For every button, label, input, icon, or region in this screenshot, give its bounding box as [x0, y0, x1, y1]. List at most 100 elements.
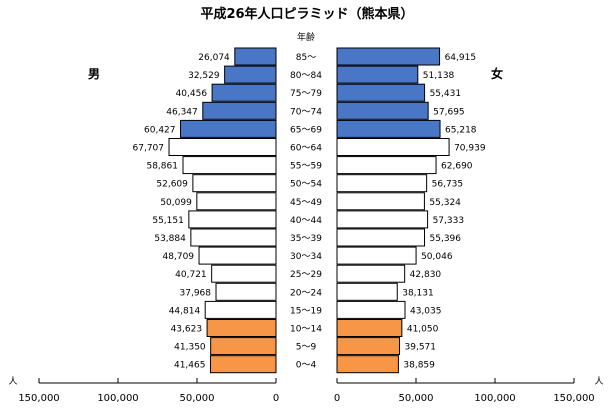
male-value-label-1: 32,529 [188, 71, 220, 81]
age-label-11: 30～34 [290, 252, 322, 262]
male-bar-7 [192, 174, 277, 193]
male-bar-11 [198, 246, 277, 265]
female-bar-15 [336, 319, 403, 337]
male-value-label-8: 50,099 [160, 198, 192, 208]
female-value-label-16: 39,571 [405, 343, 437, 353]
male-bar-16 [210, 337, 277, 356]
male-value-label-11: 48,709 [163, 252, 195, 262]
male-value-label-15: 43,623 [171, 325, 203, 335]
female-value-label-2: 55,431 [430, 89, 462, 99]
female-bar-12 [336, 264, 406, 283]
age-label-0: 85～ [296, 53, 316, 63]
male-value-label-13: 37,968 [180, 288, 212, 298]
age-label-17: 0～4 [296, 361, 317, 371]
female-value-label-13: 38,131 [402, 288, 434, 298]
male-axis-tick-label-0: 150,000 [18, 393, 59, 404]
female-bar-1 [336, 65, 419, 84]
male-value-label-2: 40,456 [176, 89, 208, 99]
female-value-label-4: 65,218 [445, 125, 477, 135]
male-value-label-7: 52,609 [156, 180, 188, 190]
female-bar-6 [336, 156, 437, 175]
male-value-label-9: 55,151 [152, 216, 184, 226]
chart-title: 平成26年人口ピラミッド（熊本県） [200, 6, 413, 22]
female-value-label-15: 41,050 [407, 325, 439, 335]
female-bar-7 [336, 174, 428, 193]
age-label-12: 25～29 [290, 270, 322, 280]
age-label-7: 50～54 [290, 180, 322, 190]
age-label-14: 15～19 [290, 306, 322, 316]
female-value-label-1: 51,138 [423, 71, 455, 81]
female-value-label-14: 43,035 [410, 306, 442, 316]
male-bar-2 [211, 83, 277, 102]
female-bar-13 [336, 282, 398, 301]
male-bar-0 [234, 47, 277, 66]
male-axis-tick-label-3: 0 [273, 393, 279, 404]
male-value-label-5: 67,707 [133, 144, 165, 154]
male-axis-tick-label-2: 50,000 [180, 393, 215, 404]
female-bar-14 [336, 300, 406, 319]
female-label: 女 [491, 66, 503, 81]
female-bar-11 [336, 246, 417, 265]
female-bar-17 [336, 355, 399, 374]
male-bar-1 [224, 65, 277, 84]
age-label-1: 80～84 [290, 71, 322, 81]
female-value-label-17: 38,859 [403, 361, 435, 371]
female-value-label-9: 57,333 [433, 216, 465, 226]
female-bar-10 [336, 228, 426, 247]
female-bar-2 [336, 83, 426, 102]
female-bar-4 [336, 119, 441, 138]
age-label-16: 5～9 [296, 343, 317, 353]
male-value-label-16: 41,350 [174, 343, 206, 353]
male-bar-3 [202, 101, 277, 120]
male-value-label-17: 41,465 [174, 361, 206, 371]
female-axis-tick-label-2: 100,000 [474, 393, 515, 404]
age-label-4: 65～69 [290, 125, 322, 135]
male-bar-4 [180, 119, 277, 138]
male-bar-14 [204, 300, 277, 319]
male-value-label-0: 26,074 [198, 53, 230, 63]
unit-label-left: 人 [8, 376, 17, 387]
female-value-label-8: 55,324 [429, 198, 461, 208]
male-bar-6 [182, 156, 277, 175]
male-value-label-12: 40,721 [175, 270, 207, 280]
age-label-2: 75～79 [290, 89, 322, 99]
female-bar-8 [336, 192, 425, 211]
male-value-label-6: 58,861 [146, 162, 178, 172]
male-label: 男 [88, 67, 100, 81]
male-value-label-10: 53,884 [154, 234, 186, 244]
male-bar-12 [211, 264, 277, 283]
age-label-9: 40～44 [290, 216, 322, 226]
male-value-label-14: 44,814 [169, 306, 201, 316]
age-label-8: 45～49 [290, 198, 322, 208]
female-bar-3 [336, 101, 429, 120]
male-bar-5 [168, 138, 277, 156]
age-label-15: 10～14 [290, 325, 322, 335]
female-axis-tick-label-0: 0 [334, 393, 340, 404]
male-axis-tick-label-1: 100,000 [97, 393, 138, 404]
female-value-label-5: 70,939 [454, 144, 486, 154]
male-bar-10 [190, 228, 277, 247]
female-bar-16 [336, 337, 401, 356]
female-bar-9 [336, 210, 429, 229]
male-bar-17 [209, 355, 277, 374]
age-label-13: 20～24 [290, 288, 322, 298]
female-value-label-6: 62,690 [441, 162, 473, 172]
female-axis-tick-label-3: 150,000 [553, 393, 594, 404]
male-bar-8 [196, 192, 277, 211]
female-bar-5 [336, 138, 450, 156]
age-label-10: 35～39 [290, 234, 322, 244]
male-value-label-3: 46,347 [166, 107, 198, 117]
age-label-5: 60～64 [290, 144, 322, 154]
female-bar-0 [336, 47, 441, 66]
female-value-label-0: 64,915 [445, 53, 477, 63]
unit-label-right: 人 [594, 376, 603, 387]
female-value-label-11: 50,046 [421, 252, 453, 262]
female-value-label-10: 55,396 [430, 234, 462, 244]
age-header: 年齢 [297, 31, 315, 43]
female-value-label-3: 57,695 [433, 107, 465, 117]
female-value-label-12: 42,830 [410, 270, 442, 280]
age-label-3: 70～74 [290, 107, 322, 117]
female-value-label-7: 56,735 [432, 180, 464, 190]
male-bar-13 [215, 282, 277, 301]
